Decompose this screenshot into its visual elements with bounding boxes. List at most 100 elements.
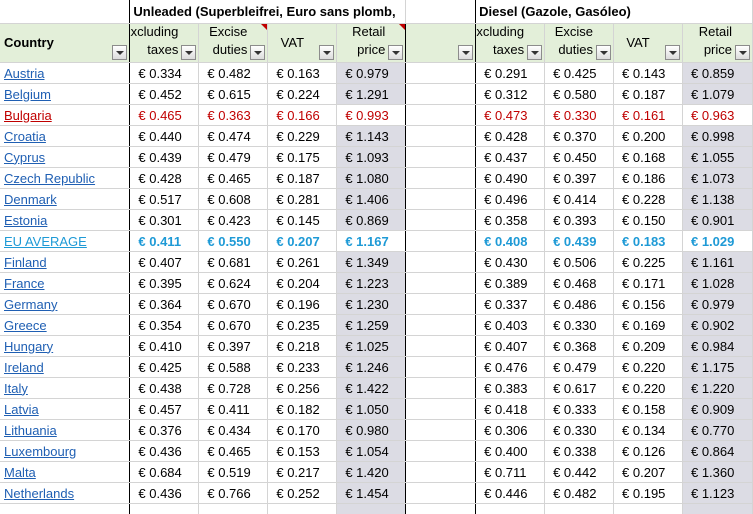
empty-cell[interactable] xyxy=(614,504,683,514)
diesel-excl-cell[interactable]: € 0.400 xyxy=(476,441,545,462)
spacer-cell[interactable] xyxy=(406,0,476,24)
filter-dropdown-icon[interactable] xyxy=(319,45,334,60)
diesel-excise-cell[interactable]: € 0.486 xyxy=(545,294,614,315)
diesel-vat-cell[interactable]: € 0.225 xyxy=(614,252,683,273)
diesel-vat-cell[interactable]: € 0.207 xyxy=(614,462,683,483)
unleaded-vat-cell[interactable]: € 0.207 xyxy=(268,231,337,252)
spacer-cell[interactable] xyxy=(406,357,476,378)
unleaded-excise-cell[interactable]: € 0.728 xyxy=(199,378,268,399)
unleaded-vat-cell[interactable]: € 0.217 xyxy=(268,462,337,483)
unleaded-vat-cell[interactable]: € 0.281 xyxy=(268,189,337,210)
country-cell[interactable]: Germany xyxy=(0,294,130,315)
spacer-cell[interactable] xyxy=(406,273,476,294)
country-cell[interactable]: Latvia xyxy=(0,399,130,420)
unleaded-excl-cell[interactable]: € 0.364 xyxy=(130,294,199,315)
diesel-excl-cell[interactable]: € 0.306 xyxy=(476,420,545,441)
diesel-vat-cell[interactable]: € 0.195 xyxy=(614,483,683,504)
unleaded-excise-cell[interactable]: € 0.588 xyxy=(199,357,268,378)
unleaded-excl-cell[interactable]: € 0.457 xyxy=(130,399,199,420)
diesel-excise-cell[interactable]: € 0.580 xyxy=(545,84,614,105)
diesel-vat-cell[interactable]: € 0.126 xyxy=(614,441,683,462)
spacer-cell[interactable] xyxy=(406,378,476,399)
diesel-retail-cell[interactable]: € 1.138 xyxy=(682,189,752,210)
unleaded-retail-cell[interactable]: € 1.259 xyxy=(337,315,406,336)
diesel-excise-cell[interactable]: € 0.506 xyxy=(545,252,614,273)
diesel-vat-cell[interactable]: € 0.186 xyxy=(614,168,683,189)
diesel-retail-cell[interactable]: € 1.360 xyxy=(682,462,752,483)
country-cell[interactable]: Bulgaria xyxy=(0,105,130,126)
unleaded-retail-cell[interactable]: € 1.420 xyxy=(337,462,406,483)
spacer-header[interactable] xyxy=(406,24,476,63)
diesel-retail-cell[interactable]: € 1.175 xyxy=(682,357,752,378)
diesel-vat-cell[interactable]: € 0.171 xyxy=(614,273,683,294)
diesel-excise-cell[interactable]: € 0.414 xyxy=(545,189,614,210)
diesel-vat-cell[interactable]: € 0.228 xyxy=(614,189,683,210)
unleaded-excl-cell[interactable]: € 0.301 xyxy=(130,210,199,231)
spacer-cell[interactable] xyxy=(406,210,476,231)
d-excl-header[interactable]: Excludingtaxes xyxy=(476,24,545,63)
spacer-cell[interactable] xyxy=(406,63,476,84)
empty-cell[interactable] xyxy=(0,504,130,514)
unleaded-vat-cell[interactable]: € 0.218 xyxy=(268,336,337,357)
diesel-section-title[interactable]: Diesel (Gazole, Gasóleo) xyxy=(476,0,753,24)
unleaded-vat-cell[interactable]: € 0.145 xyxy=(268,210,337,231)
unleaded-vat-cell[interactable]: € 0.233 xyxy=(268,357,337,378)
unleaded-excl-cell[interactable]: € 0.376 xyxy=(130,420,199,441)
country-cell[interactable]: Hungary xyxy=(0,336,130,357)
diesel-retail-cell[interactable]: € 0.864 xyxy=(682,441,752,462)
empty-cell[interactable] xyxy=(682,504,752,514)
diesel-excise-cell[interactable]: € 0.368 xyxy=(545,336,614,357)
empty-cell[interactable] xyxy=(545,504,614,514)
unleaded-retail-cell[interactable]: € 0.869 xyxy=(337,210,406,231)
empty-cell[interactable] xyxy=(406,504,476,514)
filter-dropdown-icon[interactable] xyxy=(112,45,127,60)
filter-dropdown-icon[interactable] xyxy=(458,45,473,60)
spacer-cell[interactable] xyxy=(406,126,476,147)
country-cell[interactable]: Luxembourg xyxy=(0,441,130,462)
diesel-excl-cell[interactable]: € 0.473 xyxy=(476,105,545,126)
diesel-excl-cell[interactable]: € 0.490 xyxy=(476,168,545,189)
diesel-excl-cell[interactable]: € 0.291 xyxy=(476,63,545,84)
corner-cell[interactable] xyxy=(0,0,130,24)
country-cell[interactable]: Netherlands xyxy=(0,483,130,504)
diesel-excl-cell[interactable]: € 0.476 xyxy=(476,357,545,378)
diesel-vat-cell[interactable]: € 0.161 xyxy=(614,105,683,126)
diesel-excise-cell[interactable]: € 0.425 xyxy=(545,63,614,84)
diesel-excl-cell[interactable]: € 0.711 xyxy=(476,462,545,483)
diesel-excl-cell[interactable]: € 0.418 xyxy=(476,399,545,420)
diesel-excl-cell[interactable]: € 0.430 xyxy=(476,252,545,273)
spacer-cell[interactable] xyxy=(406,294,476,315)
diesel-retail-cell[interactable]: € 0.963 xyxy=(682,105,752,126)
diesel-vat-cell[interactable]: € 0.200 xyxy=(614,126,683,147)
unleaded-excise-cell[interactable]: € 0.624 xyxy=(199,273,268,294)
unleaded-retail-cell[interactable]: € 1.246 xyxy=(337,357,406,378)
unleaded-vat-cell[interactable]: € 0.196 xyxy=(268,294,337,315)
u-vat-header[interactable]: VAT xyxy=(268,24,337,63)
country-cell[interactable]: Greece xyxy=(0,315,130,336)
country-cell[interactable]: Finland xyxy=(0,252,130,273)
country-cell[interactable]: Czech Republic xyxy=(0,168,130,189)
empty-cell[interactable] xyxy=(476,504,545,514)
diesel-vat-cell[interactable]: € 0.220 xyxy=(614,357,683,378)
diesel-retail-cell[interactable]: € 1.073 xyxy=(682,168,752,189)
unleaded-vat-cell[interactable]: € 0.163 xyxy=(268,63,337,84)
diesel-retail-cell[interactable]: € 1.029 xyxy=(682,231,752,252)
unleaded-vat-cell[interactable]: € 0.256 xyxy=(268,378,337,399)
diesel-vat-cell[interactable]: € 0.209 xyxy=(614,336,683,357)
country-cell[interactable]: France xyxy=(0,273,130,294)
diesel-excise-cell[interactable]: € 0.330 xyxy=(545,420,614,441)
unleaded-excl-cell[interactable]: € 0.425 xyxy=(130,357,199,378)
u-excl-header[interactable]: Excludingtaxes xyxy=(130,24,199,63)
country-cell[interactable]: Belgium xyxy=(0,84,130,105)
unleaded-excise-cell[interactable]: € 0.423 xyxy=(199,210,268,231)
unleaded-retail-cell[interactable]: € 0.979 xyxy=(337,63,406,84)
diesel-vat-cell[interactable]: € 0.168 xyxy=(614,147,683,168)
unleaded-retail-cell[interactable]: € 1.230 xyxy=(337,294,406,315)
unleaded-excise-cell[interactable]: € 0.482 xyxy=(199,63,268,84)
unleaded-vat-cell[interactable]: € 0.170 xyxy=(268,420,337,441)
diesel-excise-cell[interactable]: € 0.397 xyxy=(545,168,614,189)
unleaded-vat-cell[interactable]: € 0.224 xyxy=(268,84,337,105)
spacer-cell[interactable] xyxy=(406,189,476,210)
